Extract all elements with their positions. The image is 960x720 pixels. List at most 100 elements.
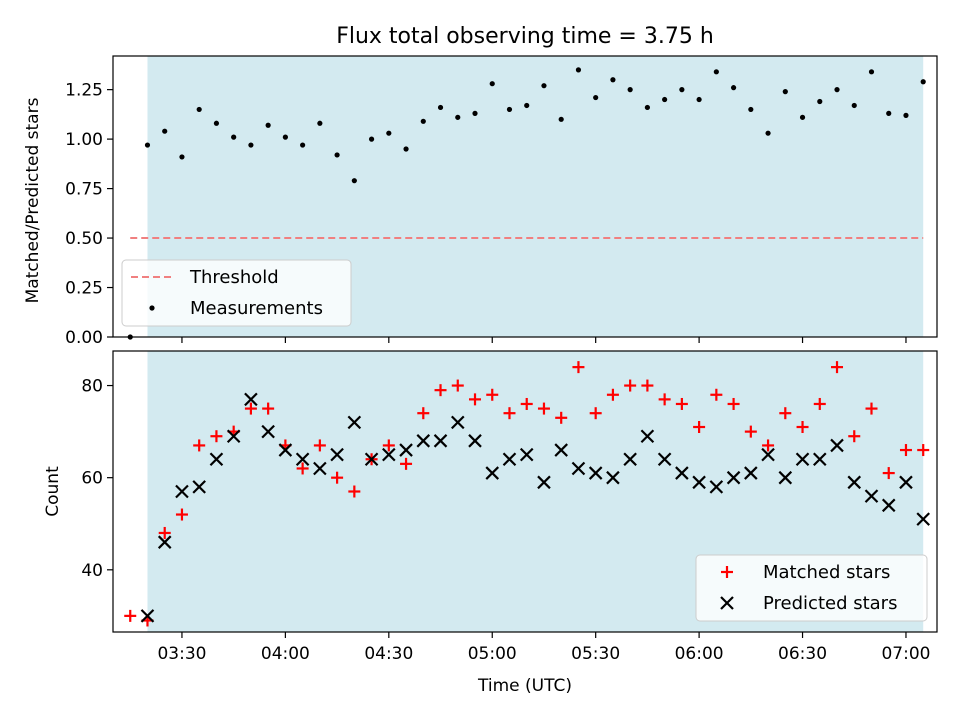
measurement-point — [713, 69, 719, 75]
legend-measurements-label: Measurements — [190, 298, 323, 319]
matched-star-point — [882, 467, 895, 480]
ratio-legend-box — [121, 259, 352, 327]
matched-star-point — [382, 439, 395, 452]
count-xtick-label: 06:30 — [778, 644, 827, 664]
measurement-point — [489, 81, 495, 87]
matched-star-point — [417, 407, 430, 420]
predicted-star-point-b — [313, 461, 327, 476]
predicted-star-point — [485, 466, 500, 480]
matched-star-point — [727, 397, 740, 410]
predicted-star-point-b — [744, 466, 758, 480]
matched-star-point — [744, 425, 757, 438]
predicted-star-point-b — [726, 470, 741, 485]
measurement-point — [817, 98, 823, 105]
predicted-star-point-b — [468, 434, 482, 448]
predicted-star-point-b — [382, 447, 396, 462]
predicted-star-point-b — [795, 452, 810, 467]
legend-threshold-label: Threshold — [189, 267, 279, 288]
predicted-star-point-b — [778, 470, 793, 485]
measurement-point — [558, 116, 564, 122]
measurement-point — [351, 178, 357, 184]
legend-matched-swatch — [721, 566, 733, 578]
legend-measurements-swatch — [149, 305, 155, 311]
predicted-star-point-b — [554, 443, 568, 457]
predicted-star-point-b — [433, 434, 448, 448]
matched-star-point — [313, 439, 326, 452]
measurement-point — [179, 154, 185, 160]
predicted-star-point — [244, 392, 258, 407]
predicted-star-point — [813, 452, 827, 467]
predicted-star-point — [899, 475, 913, 490]
predicted-star-point-b — [675, 466, 689, 480]
predicted-star-point-b — [330, 447, 344, 462]
measurement-point — [730, 85, 737, 91]
count-axes-frame — [112, 350, 938, 633]
matched-star-point — [779, 407, 792, 420]
predicted-star-point — [692, 475, 706, 490]
predicted-star-point-b — [830, 438, 844, 453]
predicted-star-point — [881, 498, 896, 513]
count-ytick-label: 40 — [81, 561, 103, 581]
matched-star-point — [762, 439, 775, 452]
count-points — [124, 361, 930, 627]
measurement-point — [300, 142, 306, 148]
predicted-star-point — [709, 480, 724, 494]
legend-matched-label: Matched stars — [763, 562, 890, 583]
matched-star-point — [124, 609, 137, 622]
predicted-star-point-b — [692, 475, 706, 490]
matched-star-point — [331, 471, 344, 484]
count-xtick-label: 07:00 — [881, 644, 930, 664]
measurement-point — [782, 89, 788, 95]
matched-star-point — [624, 379, 637, 392]
measurement-points — [127, 67, 926, 340]
matched-star-point — [348, 485, 361, 498]
ratio-y-axis-label: Matched/Predicted stars — [23, 97, 43, 303]
count-xtick-label: 04:00 — [261, 644, 310, 664]
predicted-star-point-b — [537, 475, 551, 490]
ratio-x-ticks — [181, 337, 907, 343]
legend-predicted-label: Predicted stars — [763, 593, 897, 614]
measurement-point — [196, 106, 202, 113]
predicted-star-point — [502, 452, 517, 467]
predicted-star-point — [778, 470, 793, 485]
predicted-star-point — [468, 434, 482, 448]
matched-star-point — [572, 361, 585, 374]
predicted-star-point — [726, 470, 741, 485]
predicted-star-point-b — [519, 447, 534, 462]
measurement-point — [317, 120, 323, 126]
predicted-star-point — [313, 461, 327, 476]
matched-star-point — [486, 388, 499, 401]
measurement-point — [662, 96, 668, 103]
measurement-point — [455, 114, 461, 120]
predicted-star-point-b — [657, 452, 672, 467]
predicted-star-point — [278, 443, 293, 457]
predicted-star-point — [916, 512, 930, 526]
matched-star-point — [641, 379, 654, 392]
measurement-point — [248, 142, 254, 148]
matched-star-point — [658, 393, 671, 406]
legend-predicted-swatch — [720, 596, 734, 610]
predicted-star-point — [347, 415, 362, 430]
matched-star-point — [831, 361, 844, 374]
predicted-star-point-b — [226, 429, 241, 443]
count-legend: Matched stars Predicted stars — [695, 554, 928, 622]
measurement-point — [231, 134, 237, 140]
measurement-point — [903, 112, 909, 118]
ratio-ytick-label: 0.00 — [65, 328, 103, 348]
measurement-point — [162, 128, 168, 134]
matched-star-point — [158, 526, 171, 539]
predicted-star-point-b — [416, 434, 431, 448]
count-xtick-label: 06:00 — [675, 644, 724, 664]
measurement-point — [403, 146, 409, 152]
ratio-y-ticks: 0.00 0.25 0.50 0.75 1.00 1.25 — [65, 81, 113, 348]
predicted-star-point — [657, 452, 672, 467]
measurement-point — [213, 120, 220, 126]
predicted-star-point — [571, 461, 586, 476]
predicted-star-point — [554, 443, 568, 457]
predicted-star-point — [606, 470, 620, 485]
count-xtick-label: 05:00 — [468, 644, 517, 664]
predicted-star-point — [519, 447, 534, 462]
count-ytick-label: 60 — [81, 469, 103, 489]
matched-star-point — [210, 430, 223, 443]
